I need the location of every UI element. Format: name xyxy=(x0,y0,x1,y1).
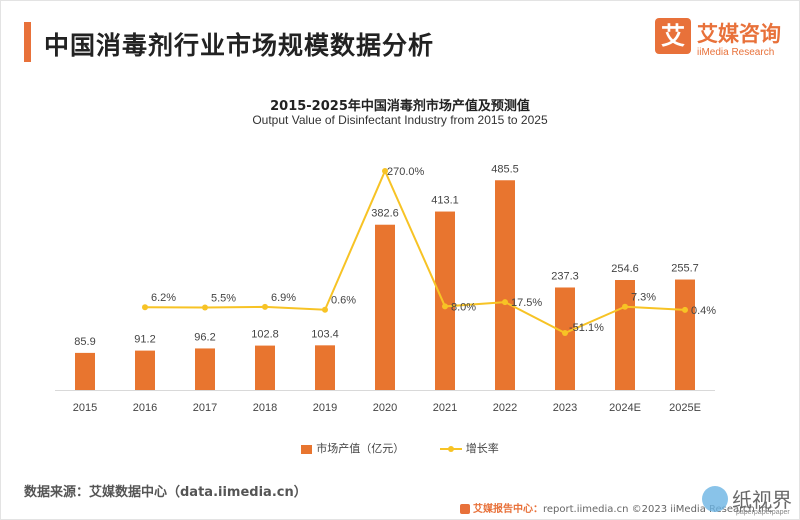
growth-label-2022: 17.5% xyxy=(511,297,542,309)
watermark-subtext: paperpaperpaper xyxy=(736,509,790,516)
growth-label-2020: 270.0% xyxy=(387,166,425,178)
x-tick-label-2021: 2021 xyxy=(433,402,457,414)
bar-2019 xyxy=(315,345,335,390)
footer-brand-icon xyxy=(460,504,470,514)
chart-title: 2015-2025年中国消毒剂市场产值及预测值 xyxy=(270,99,530,114)
footer-text: report.iimedia.cn ©2023 iiMedia Research… xyxy=(543,504,773,515)
x-tick-label-2022: 2022 xyxy=(493,402,517,414)
bar-2025E xyxy=(675,279,695,390)
bar-value-label-2018: 102.8 xyxy=(251,329,279,341)
chart-subtitle: Output Value of Disinfectant Industry fr… xyxy=(252,113,548,127)
growth-rate-line xyxy=(144,168,686,335)
bar-2023 xyxy=(555,287,575,390)
legend-label-growth: 增长率 xyxy=(465,442,499,455)
growth-point-2025E xyxy=(682,306,688,313)
growth-point-2016 xyxy=(142,304,148,311)
logo-en-text: iiMedia Research xyxy=(697,47,775,58)
growth-label-2018: 6.9% xyxy=(271,292,296,304)
watermark-text: 纸视界 xyxy=(732,488,792,512)
x-tick-label-2018: 2018 xyxy=(253,402,277,414)
growth-label-2019: 0.6% xyxy=(331,295,356,307)
growth-label-2016: 6.2% xyxy=(151,292,176,304)
watermark-logo: 纸视界 paperpaperpaper xyxy=(702,482,798,518)
legend-item-output: 市场产值（亿元） xyxy=(301,440,404,456)
bar-value-label-2016: 91.2 xyxy=(134,334,155,346)
chart-legend: 市场产值（亿元） 增长率 xyxy=(0,440,800,456)
growth-point-2020 xyxy=(382,168,388,174)
bar-value-label-2019: 103.4 xyxy=(311,328,339,340)
bar-2016 xyxy=(135,350,155,390)
logo-mark-icon: 艾 xyxy=(655,18,691,54)
growth-point-2024E xyxy=(622,303,628,310)
header-accent-bar xyxy=(24,22,31,62)
bar-2015 xyxy=(75,352,95,390)
bar-value-label-2021: 413.1 xyxy=(431,195,459,207)
legend-line-swatch xyxy=(439,446,462,452)
page-title: 中国消毒剂行业市场规模数据分析 xyxy=(44,31,435,60)
bar-2020 xyxy=(375,224,395,390)
x-tick-label-2015: 2015 xyxy=(73,402,97,414)
data-source: 数据来源：艾媒数据中心（data.iimedia.cn） xyxy=(24,485,307,500)
bar-value-label-2022: 485.5 xyxy=(491,163,519,175)
bar-2017 xyxy=(195,348,215,390)
legend-bar-swatch xyxy=(301,444,313,454)
x-tick-label-2024E: 2024E xyxy=(609,402,641,414)
logo-cn-text: 艾媒咨询 xyxy=(697,22,781,46)
footer-brand: 艾媒报告中心： xyxy=(473,504,543,515)
x-tick-label-2025E: 2025E xyxy=(669,402,701,414)
growth-label-2024E: 7.3% xyxy=(631,292,656,304)
bar-value-label-2017: 96.2 xyxy=(194,331,215,343)
bar-value-label-2024E: 254.6 xyxy=(611,263,639,275)
bar-value-label-2023: 237.3 xyxy=(551,270,579,282)
bar-value-label-2015: 85.9 xyxy=(74,336,95,348)
growth-point-2018 xyxy=(262,303,268,310)
bar-2022 xyxy=(495,180,515,390)
growth-point-2019 xyxy=(322,306,328,313)
x-tick-label-2023: 2023 xyxy=(553,402,577,414)
x-tick-label-2016: 2016 xyxy=(133,402,157,414)
growth-point-2021 xyxy=(442,303,448,310)
footer: 艾媒报告中心：report.iimedia.cn ©2023 iiMedia R… xyxy=(460,500,773,515)
growth-label-2017: 5.5% xyxy=(211,293,236,305)
legend-label-output: 市场产值（亿元） xyxy=(316,442,405,455)
x-tick-label-2017: 2017 xyxy=(193,402,217,414)
growth-point-2022 xyxy=(502,299,508,306)
legend-item-growth: 增长率 xyxy=(439,440,499,456)
bar-value-label-2020: 382.6 xyxy=(371,208,399,220)
iimedia-logo: 艾 艾媒咨询 iiMedia Research xyxy=(655,18,795,68)
bar-2018 xyxy=(255,345,275,390)
growth-point-2023 xyxy=(562,329,568,336)
growth-label-2021: 8.0% xyxy=(451,301,476,313)
x-tick-label-2019: 2019 xyxy=(313,402,337,414)
growth-point-2017 xyxy=(202,304,208,311)
bar-2021 xyxy=(435,211,455,390)
growth-label-2025E: 0.4% xyxy=(691,305,716,317)
bar-value-label-2025E: 255.7 xyxy=(671,263,699,275)
watermark-circle-icon xyxy=(702,486,728,512)
growth-label-2023: -51.1% xyxy=(569,322,604,334)
x-tick-label-2020: 2020 xyxy=(373,402,397,414)
